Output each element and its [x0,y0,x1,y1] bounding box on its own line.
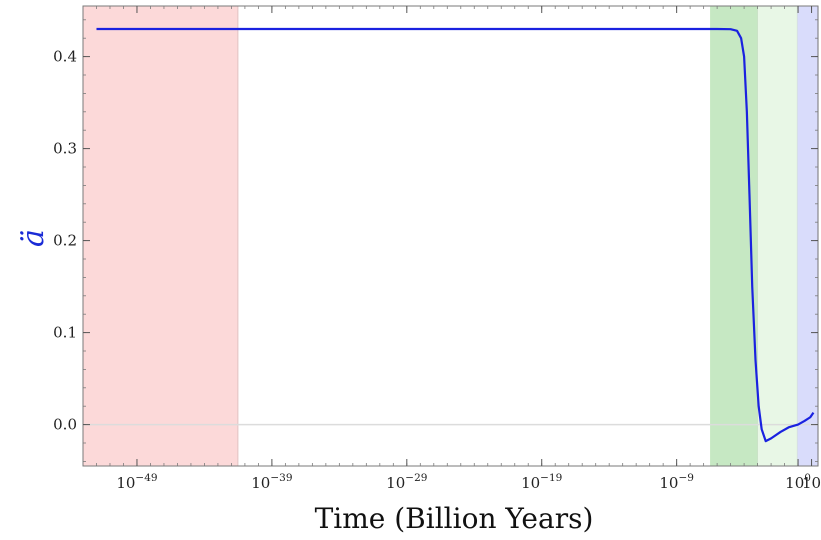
y-tick-label-0: 0.0 [53,416,77,434]
x-tick-label-6: 10 [802,474,821,492]
x-tick-label-1: 10−39 [251,472,292,492]
y-tick-label-4: 0.4 [53,48,77,66]
series-line-0 [96,27,815,443]
x-tick-label-4: 10−9 [659,472,694,492]
y-axis-ticks: 0.0 0.1 0.2 0.3 0.4 [53,19,818,462]
x-axis-title: Time (Billion Years) [315,502,594,535]
x-tick-label-2: 10−29 [386,472,427,492]
era-band-2 [757,6,798,466]
x-tick-label-5: 100 [785,472,811,492]
x-tick-label-0: 10−49 [116,472,157,492]
y-tick-label-2: 0.2 [53,232,77,250]
era-band-0 [83,6,238,466]
y-axis-title: ä [16,229,51,247]
x-tick-label-3: 10−19 [521,472,562,492]
era-bands [83,6,819,466]
y-tick-label-3: 0.3 [53,140,77,158]
series-layer [96,27,815,443]
plot-frame [82,5,819,467]
era-band-3 [797,6,818,466]
y-tick-label-1: 0.1 [53,324,77,342]
